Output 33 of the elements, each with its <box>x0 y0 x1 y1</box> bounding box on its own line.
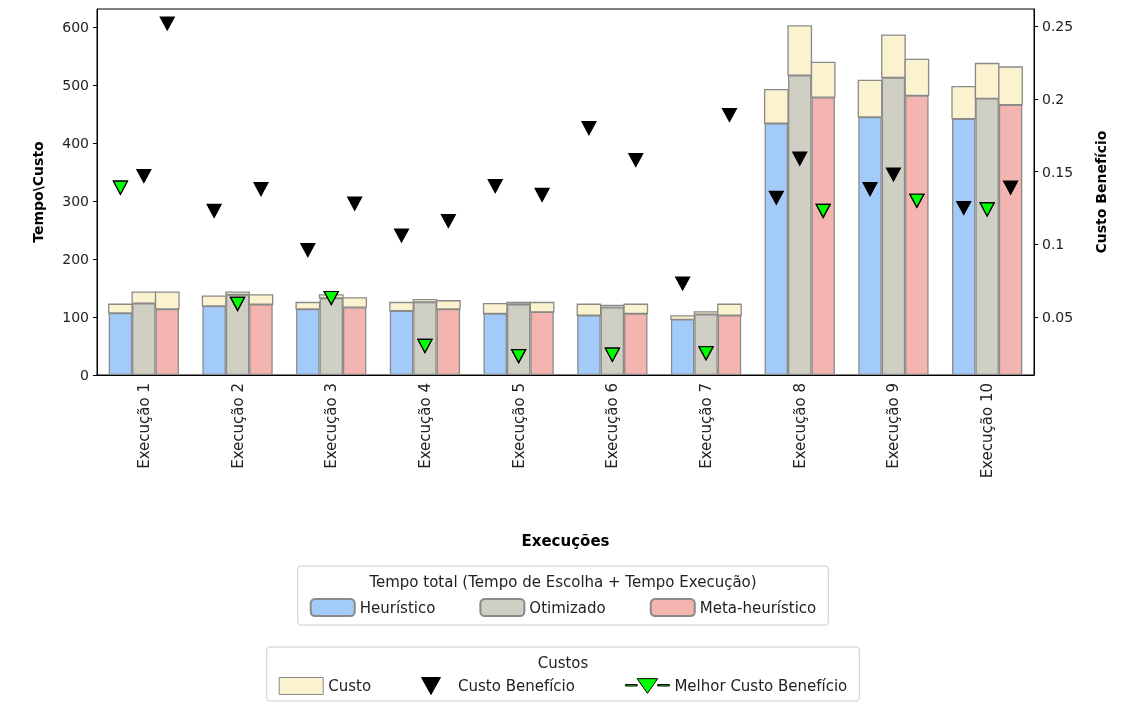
x-tick-label: Execução 8 <box>790 383 809 469</box>
legend-label: Custo <box>328 677 372 695</box>
x-tick-label: Execução 7 <box>697 383 716 469</box>
legend-label: Meta-heurístico <box>699 598 817 617</box>
y2-axis-title: Custo Benefício <box>1093 130 1109 254</box>
legend-label: Heurístico <box>359 598 436 617</box>
y-tick-label: 600 <box>62 18 89 35</box>
legend-label: Melhor Custo Benefício <box>674 677 848 695</box>
y2-tick-label: 0.05 <box>1042 308 1074 325</box>
x-tick-label: Execução 9 <box>884 383 903 469</box>
text: Custos <box>537 653 589 672</box>
y-axis-title: Tempo\Custo <box>30 140 46 243</box>
x-tick-label: Execução 2 <box>228 383 247 469</box>
y-tick-label: 100 <box>62 309 89 325</box>
x-tick-label: Execução 6 <box>603 383 622 469</box>
y2-tick-label: 0.2 <box>1042 91 1065 108</box>
legend-title: Tempo total (Tempo de Escolha + Tempo Execução) <box>368 572 757 591</box>
x-tick-label: Execução 1 <box>134 383 153 469</box>
y2-tick-label: 0.1 <box>1042 236 1065 253</box>
y-tick-label: 0 <box>80 367 89 383</box>
y-tick-label: 200 <box>62 250 89 267</box>
y2-tick-label: 0.25 <box>1042 18 1074 35</box>
y-tick-label: 400 <box>62 134 89 151</box>
y-tick-label: 300 <box>62 192 89 209</box>
legend-label: Otimizado <box>529 598 606 617</box>
x-tick-label: Execução 4 <box>415 383 434 469</box>
x-tick-label: Execução 5 <box>509 383 528 469</box>
x-tick-label: Execução 10 <box>978 383 997 479</box>
x-axis-title: Execuções <box>521 531 610 550</box>
legend-label: Custo Benefício <box>458 677 575 695</box>
x-tick-label: Execução 3 <box>322 383 341 469</box>
y-tick-label: 500 <box>62 76 89 93</box>
y2-tick-label: 0.15 <box>1042 163 1074 180</box>
